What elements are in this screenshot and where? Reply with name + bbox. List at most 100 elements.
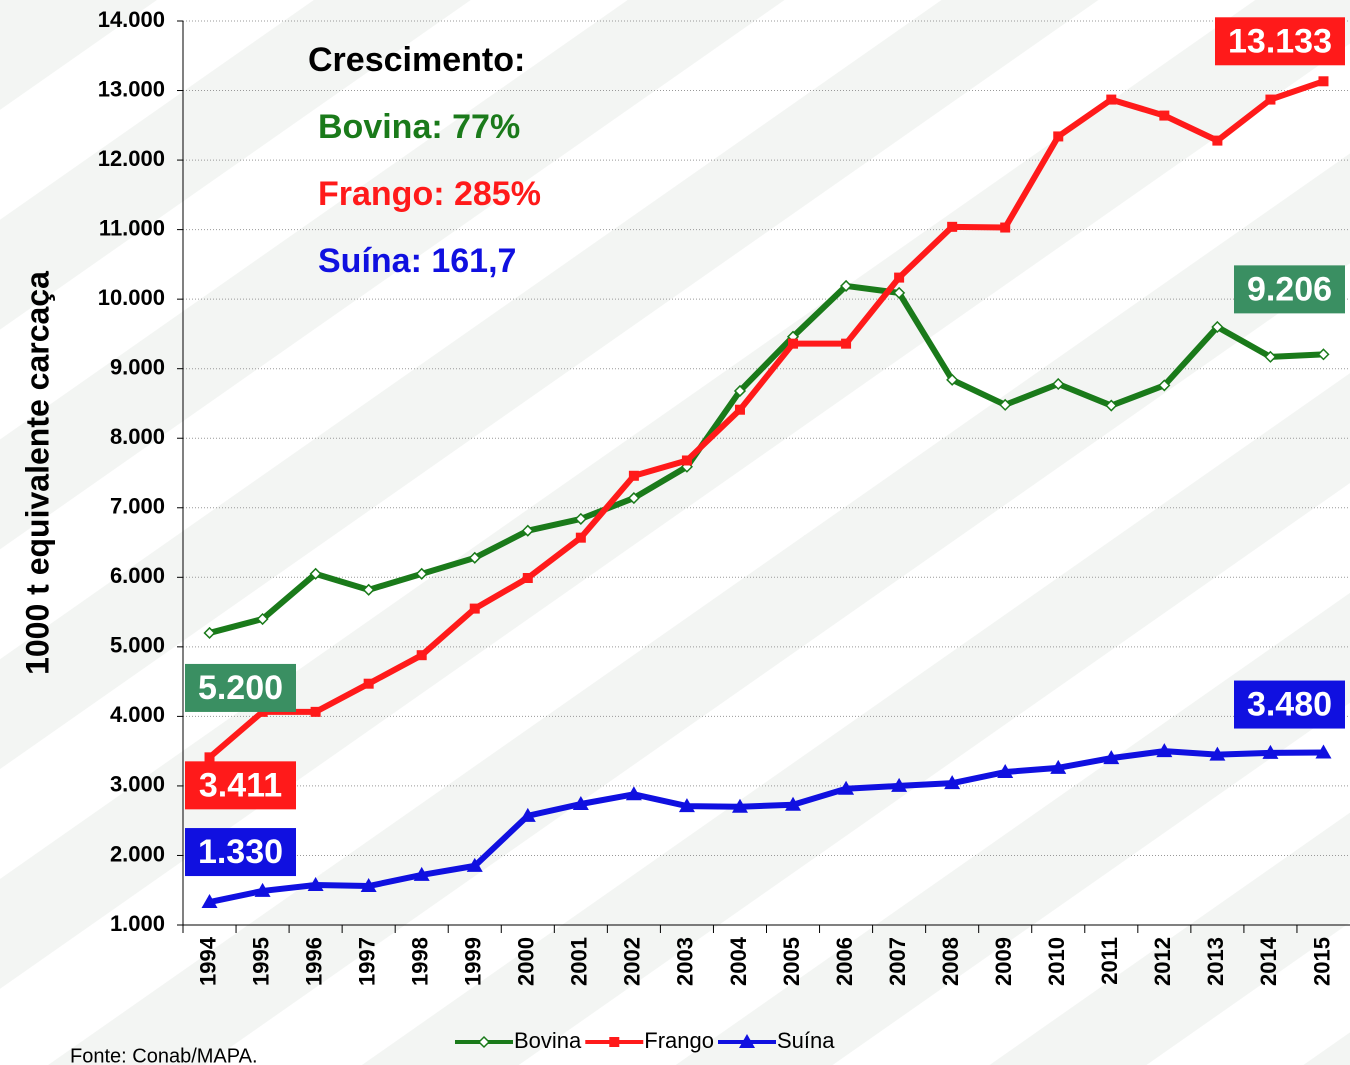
annotation: Crescimento: xyxy=(308,41,525,79)
line xyxy=(208,282,1324,636)
marker xyxy=(416,650,427,661)
marker xyxy=(1103,750,1120,765)
marker xyxy=(840,279,853,293)
marker xyxy=(203,626,216,639)
y-tick-label: 1.000 xyxy=(110,911,165,936)
y-tick-label: 2.000 xyxy=(110,841,165,866)
marker xyxy=(360,878,377,893)
marker xyxy=(944,775,961,790)
marker xyxy=(788,338,799,349)
marker xyxy=(999,398,1012,411)
y-tick-label: 7.000 xyxy=(110,494,165,519)
x-tick-label: 1994 xyxy=(195,936,220,986)
marker xyxy=(256,612,269,626)
marker xyxy=(254,882,271,897)
x-tick-label: 2003 xyxy=(673,937,698,986)
source: Fonte: Conab/MAPA. xyxy=(70,1045,258,1065)
x-tick-label: 2007 xyxy=(885,937,910,986)
marker xyxy=(1156,743,1173,758)
marker xyxy=(575,532,586,543)
value-label-box xyxy=(1234,265,1345,314)
x-tick-label: 2011 xyxy=(1097,937,1122,985)
x-tick-label: 1996 xyxy=(301,937,326,986)
marker xyxy=(307,877,324,892)
x-tick-label: 2009 xyxy=(991,937,1016,986)
marker xyxy=(413,866,430,881)
marker xyxy=(1318,76,1329,87)
x-tick-label: 2013 xyxy=(1203,937,1228,986)
annotation: Suína: 161,7 xyxy=(318,242,516,280)
x-tick-label: 2002 xyxy=(620,937,645,986)
x-tick-label: 1999 xyxy=(461,937,486,986)
value-label: 3.480 xyxy=(1247,686,1332,724)
marker xyxy=(1317,348,1330,361)
marker xyxy=(1053,131,1064,142)
line xyxy=(207,78,1325,760)
marker xyxy=(415,567,428,580)
marker xyxy=(894,272,905,283)
marker xyxy=(477,1035,491,1049)
x-tick-label: 2008 xyxy=(938,937,963,986)
legend-label: Frango xyxy=(644,1028,714,1053)
marker xyxy=(731,798,748,813)
x-tick-label: 2001 xyxy=(567,937,592,986)
series xyxy=(204,76,1329,763)
marker xyxy=(362,583,375,596)
x-tick-label: 2014 xyxy=(1256,936,1281,986)
marker xyxy=(519,807,536,822)
marker xyxy=(1106,94,1117,105)
marker xyxy=(521,524,534,537)
value-label: 1.330 xyxy=(198,833,283,871)
marker xyxy=(628,470,639,481)
y-axis-label: 1000 t equivalente carcaça xyxy=(19,271,55,675)
x-tick-label: 2004 xyxy=(726,936,751,986)
marker xyxy=(946,373,959,386)
marker xyxy=(893,286,906,299)
marker xyxy=(841,338,852,349)
y-tick-label: 6.000 xyxy=(110,563,165,588)
marker xyxy=(625,786,642,801)
marker xyxy=(1052,377,1065,391)
marker xyxy=(363,678,374,689)
series xyxy=(203,279,1330,639)
marker xyxy=(734,404,745,415)
x-tick-label: 2006 xyxy=(832,937,857,986)
marker xyxy=(627,491,640,505)
marker xyxy=(1315,744,1332,759)
marker xyxy=(947,221,958,232)
y-tick-label: 8.000 xyxy=(110,424,165,449)
marker xyxy=(469,603,480,614)
y-tick-label: 13.000 xyxy=(98,76,165,101)
marker xyxy=(468,551,481,564)
x-tick-label: 1995 xyxy=(248,937,273,986)
value-label-box xyxy=(185,828,296,877)
marker xyxy=(785,796,802,811)
marker xyxy=(1158,379,1171,392)
value-label-box xyxy=(185,761,296,810)
x-tick-label: 2012 xyxy=(1150,937,1175,986)
marker xyxy=(1105,399,1118,412)
y-tick-label: 11.000 xyxy=(99,215,165,240)
legend-label: Bovina xyxy=(514,1028,582,1053)
legend-label: Suína xyxy=(777,1028,835,1053)
annotation: Frango: 285% xyxy=(318,175,541,213)
series xyxy=(201,743,1332,909)
x-tick-label: 1998 xyxy=(408,937,433,986)
marker xyxy=(678,798,695,813)
marker xyxy=(574,512,587,525)
value-label: 9.206 xyxy=(1247,270,1332,308)
marker xyxy=(1000,222,1011,233)
marker xyxy=(309,567,322,580)
value-label: 3.411 xyxy=(199,766,282,804)
y-tick-label: 4.000 xyxy=(110,702,165,727)
x-tick-label: 1997 xyxy=(354,937,379,986)
y-tick-label: 3.000 xyxy=(110,772,165,797)
value-label: 5.200 xyxy=(198,669,283,707)
marker xyxy=(997,764,1014,779)
marker xyxy=(310,706,321,717)
marker xyxy=(838,780,855,795)
marker xyxy=(1211,320,1224,334)
marker xyxy=(1262,744,1279,759)
